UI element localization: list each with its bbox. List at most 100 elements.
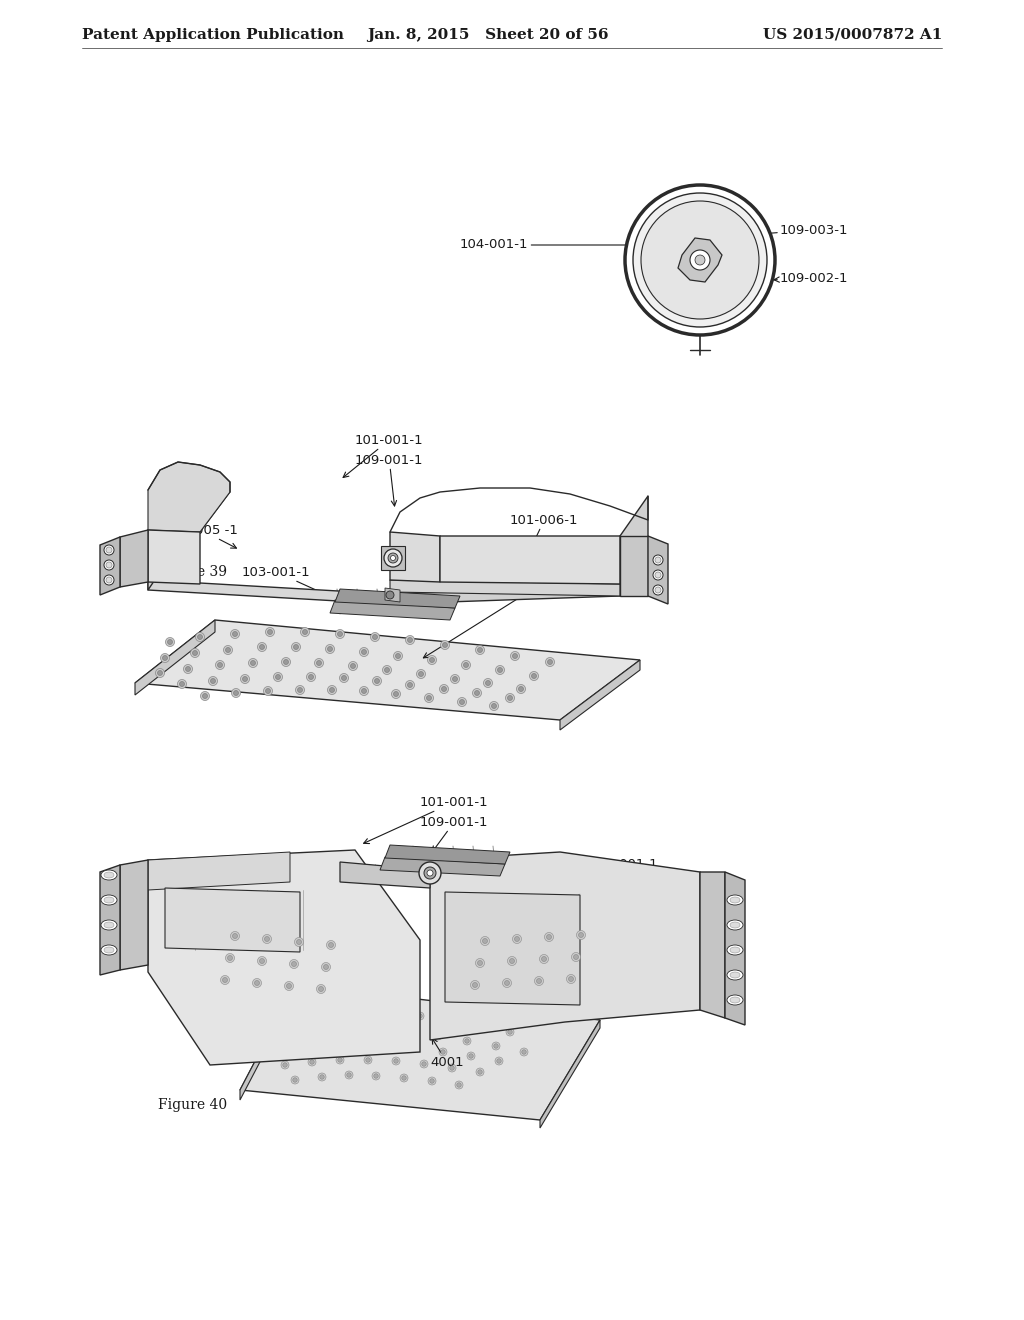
Polygon shape	[240, 985, 600, 1119]
Circle shape	[318, 1024, 326, 1032]
Circle shape	[401, 1076, 407, 1080]
Text: 103-001-1: 103-001-1	[193, 879, 261, 907]
Circle shape	[348, 661, 357, 671]
Circle shape	[497, 1059, 501, 1063]
Ellipse shape	[104, 946, 114, 953]
Circle shape	[264, 936, 269, 941]
Circle shape	[328, 685, 337, 694]
Circle shape	[394, 1059, 398, 1063]
Circle shape	[287, 983, 292, 989]
Circle shape	[156, 668, 165, 677]
Polygon shape	[725, 873, 745, 1026]
Circle shape	[106, 562, 112, 568]
Circle shape	[259, 644, 264, 649]
Circle shape	[506, 1028, 514, 1036]
Ellipse shape	[727, 920, 743, 931]
Polygon shape	[430, 851, 700, 1040]
Circle shape	[104, 560, 114, 570]
Text: 4001: 4001	[430, 1039, 464, 1068]
Circle shape	[441, 686, 446, 692]
Circle shape	[285, 982, 294, 990]
Circle shape	[653, 570, 663, 579]
Circle shape	[190, 648, 200, 657]
Text: 102-001-1: 102-001-1	[434, 552, 579, 601]
Text: 104-001-1: 104-001-1	[460, 239, 666, 252]
Circle shape	[193, 651, 198, 656]
Circle shape	[386, 1008, 394, 1016]
Circle shape	[390, 556, 395, 561]
Polygon shape	[560, 660, 640, 730]
Circle shape	[641, 201, 759, 319]
Circle shape	[316, 985, 326, 994]
Text: US 2015/0007872 A1: US 2015/0007872 A1	[763, 28, 942, 42]
Circle shape	[230, 630, 240, 639]
Circle shape	[506, 693, 514, 702]
Circle shape	[340, 673, 348, 682]
Polygon shape	[620, 536, 648, 597]
Polygon shape	[381, 546, 406, 570]
Circle shape	[185, 667, 190, 672]
Circle shape	[272, 1048, 278, 1052]
Circle shape	[350, 664, 355, 668]
Circle shape	[386, 591, 394, 599]
Circle shape	[537, 978, 542, 983]
Circle shape	[411, 1044, 419, 1052]
Ellipse shape	[104, 898, 114, 903]
Circle shape	[196, 632, 205, 642]
Circle shape	[319, 1074, 325, 1080]
Circle shape	[265, 627, 274, 636]
Circle shape	[318, 1073, 326, 1081]
Circle shape	[424, 867, 436, 879]
Circle shape	[302, 630, 307, 635]
Polygon shape	[440, 536, 620, 583]
Circle shape	[198, 635, 203, 639]
Circle shape	[469, 1053, 473, 1059]
Circle shape	[275, 675, 281, 680]
Circle shape	[220, 975, 229, 985]
Polygon shape	[390, 579, 620, 597]
Circle shape	[476, 1068, 484, 1076]
Circle shape	[373, 635, 378, 639]
Ellipse shape	[730, 972, 740, 978]
Circle shape	[485, 681, 490, 685]
Polygon shape	[100, 537, 120, 595]
Circle shape	[261, 1031, 269, 1039]
Text: 101-006-1: 101-006-1	[510, 513, 579, 546]
Circle shape	[298, 1010, 302, 1014]
Circle shape	[282, 657, 291, 667]
Circle shape	[355, 1040, 362, 1048]
Circle shape	[633, 193, 767, 327]
Circle shape	[327, 1040, 335, 1048]
Circle shape	[255, 981, 259, 986]
Circle shape	[449, 1064, 456, 1072]
Circle shape	[406, 681, 415, 689]
Circle shape	[383, 665, 391, 675]
Circle shape	[425, 693, 433, 702]
Circle shape	[385, 1043, 389, 1047]
Circle shape	[573, 954, 579, 960]
Circle shape	[472, 982, 477, 987]
Circle shape	[217, 663, 222, 668]
Text: 103-001-1: 103-001-1	[242, 565, 356, 609]
Circle shape	[359, 686, 369, 696]
Circle shape	[310, 1060, 314, 1064]
Circle shape	[427, 656, 436, 664]
Text: 201-001-1: 201-001-1	[493, 928, 629, 1023]
Circle shape	[375, 678, 380, 684]
Circle shape	[225, 648, 230, 652]
Circle shape	[440, 1049, 445, 1055]
Polygon shape	[148, 850, 420, 1065]
Circle shape	[408, 682, 413, 688]
Circle shape	[498, 668, 503, 672]
Circle shape	[577, 931, 586, 940]
Circle shape	[695, 255, 705, 265]
Circle shape	[324, 965, 329, 969]
Circle shape	[233, 690, 239, 696]
Circle shape	[478, 1024, 482, 1028]
Circle shape	[378, 1027, 382, 1031]
Text: Figure 39: Figure 39	[158, 565, 227, 579]
Circle shape	[417, 669, 426, 678]
Circle shape	[347, 1073, 351, 1077]
Circle shape	[329, 942, 334, 948]
Circle shape	[336, 630, 344, 639]
